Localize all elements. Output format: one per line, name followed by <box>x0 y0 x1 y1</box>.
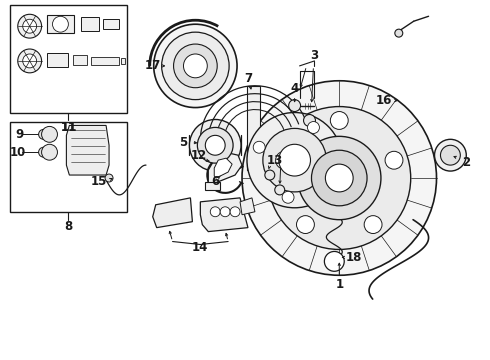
Circle shape <box>364 216 382 234</box>
Circle shape <box>308 122 319 134</box>
Polygon shape <box>66 125 109 175</box>
Polygon shape <box>153 198 193 228</box>
Text: 5: 5 <box>179 136 188 149</box>
Circle shape <box>197 127 233 163</box>
Circle shape <box>42 126 57 142</box>
Circle shape <box>297 136 381 220</box>
Text: 12: 12 <box>190 149 206 162</box>
Bar <box>205 147 220 155</box>
Circle shape <box>289 100 300 112</box>
Text: 7: 7 <box>244 72 252 85</box>
Text: 15: 15 <box>91 175 107 189</box>
Text: 9: 9 <box>16 128 24 141</box>
Circle shape <box>325 164 353 192</box>
Circle shape <box>39 129 49 139</box>
Circle shape <box>324 251 344 271</box>
Circle shape <box>42 144 57 160</box>
Bar <box>10 122 127 212</box>
Circle shape <box>253 141 265 153</box>
Text: 3: 3 <box>310 49 318 63</box>
Circle shape <box>296 216 315 234</box>
Bar <box>91 57 119 65</box>
Text: 4: 4 <box>291 82 299 95</box>
Text: 10: 10 <box>10 146 26 159</box>
Polygon shape <box>208 152 242 185</box>
Polygon shape <box>214 158 232 178</box>
Circle shape <box>23 19 37 33</box>
Circle shape <box>23 54 37 68</box>
Circle shape <box>205 135 225 155</box>
Circle shape <box>210 207 220 217</box>
Text: 11: 11 <box>60 121 76 134</box>
Circle shape <box>162 32 229 100</box>
Circle shape <box>18 49 42 73</box>
Circle shape <box>52 16 69 32</box>
Bar <box>47 53 69 67</box>
Circle shape <box>173 44 217 88</box>
Text: 11: 11 <box>60 121 76 134</box>
Circle shape <box>154 24 237 108</box>
Circle shape <box>230 207 240 217</box>
Text: 13: 13 <box>267 154 283 167</box>
Circle shape <box>265 170 275 180</box>
Text: 1: 1 <box>335 278 343 291</box>
Circle shape <box>268 107 411 249</box>
Text: 17: 17 <box>145 59 161 72</box>
Circle shape <box>220 207 230 217</box>
Circle shape <box>242 81 437 275</box>
Text: 8: 8 <box>64 220 73 233</box>
Circle shape <box>312 150 367 206</box>
Polygon shape <box>240 198 255 215</box>
Circle shape <box>275 185 285 195</box>
Circle shape <box>441 145 460 165</box>
Circle shape <box>190 120 241 171</box>
Circle shape <box>435 139 466 171</box>
Circle shape <box>395 29 403 37</box>
Text: 6: 6 <box>211 175 220 189</box>
Circle shape <box>18 14 42 38</box>
Circle shape <box>282 191 294 203</box>
Bar <box>10 5 127 113</box>
Circle shape <box>303 114 316 126</box>
Circle shape <box>39 147 49 157</box>
Circle shape <box>183 54 207 78</box>
Text: 2: 2 <box>462 156 470 168</box>
Bar <box>121 58 125 64</box>
Text: 18: 18 <box>346 251 362 264</box>
Polygon shape <box>200 198 248 231</box>
Bar <box>205 182 220 190</box>
Circle shape <box>330 112 348 129</box>
Bar <box>103 19 119 29</box>
Polygon shape <box>247 86 260 170</box>
Circle shape <box>275 151 294 169</box>
Bar <box>74 55 87 65</box>
Text: 14: 14 <box>192 241 209 254</box>
Circle shape <box>263 129 326 192</box>
Bar <box>81 17 99 31</box>
Circle shape <box>279 144 311 176</box>
Circle shape <box>247 113 342 208</box>
Bar <box>47 15 74 33</box>
Text: 16: 16 <box>376 94 392 107</box>
Circle shape <box>385 151 403 169</box>
Circle shape <box>105 174 113 182</box>
